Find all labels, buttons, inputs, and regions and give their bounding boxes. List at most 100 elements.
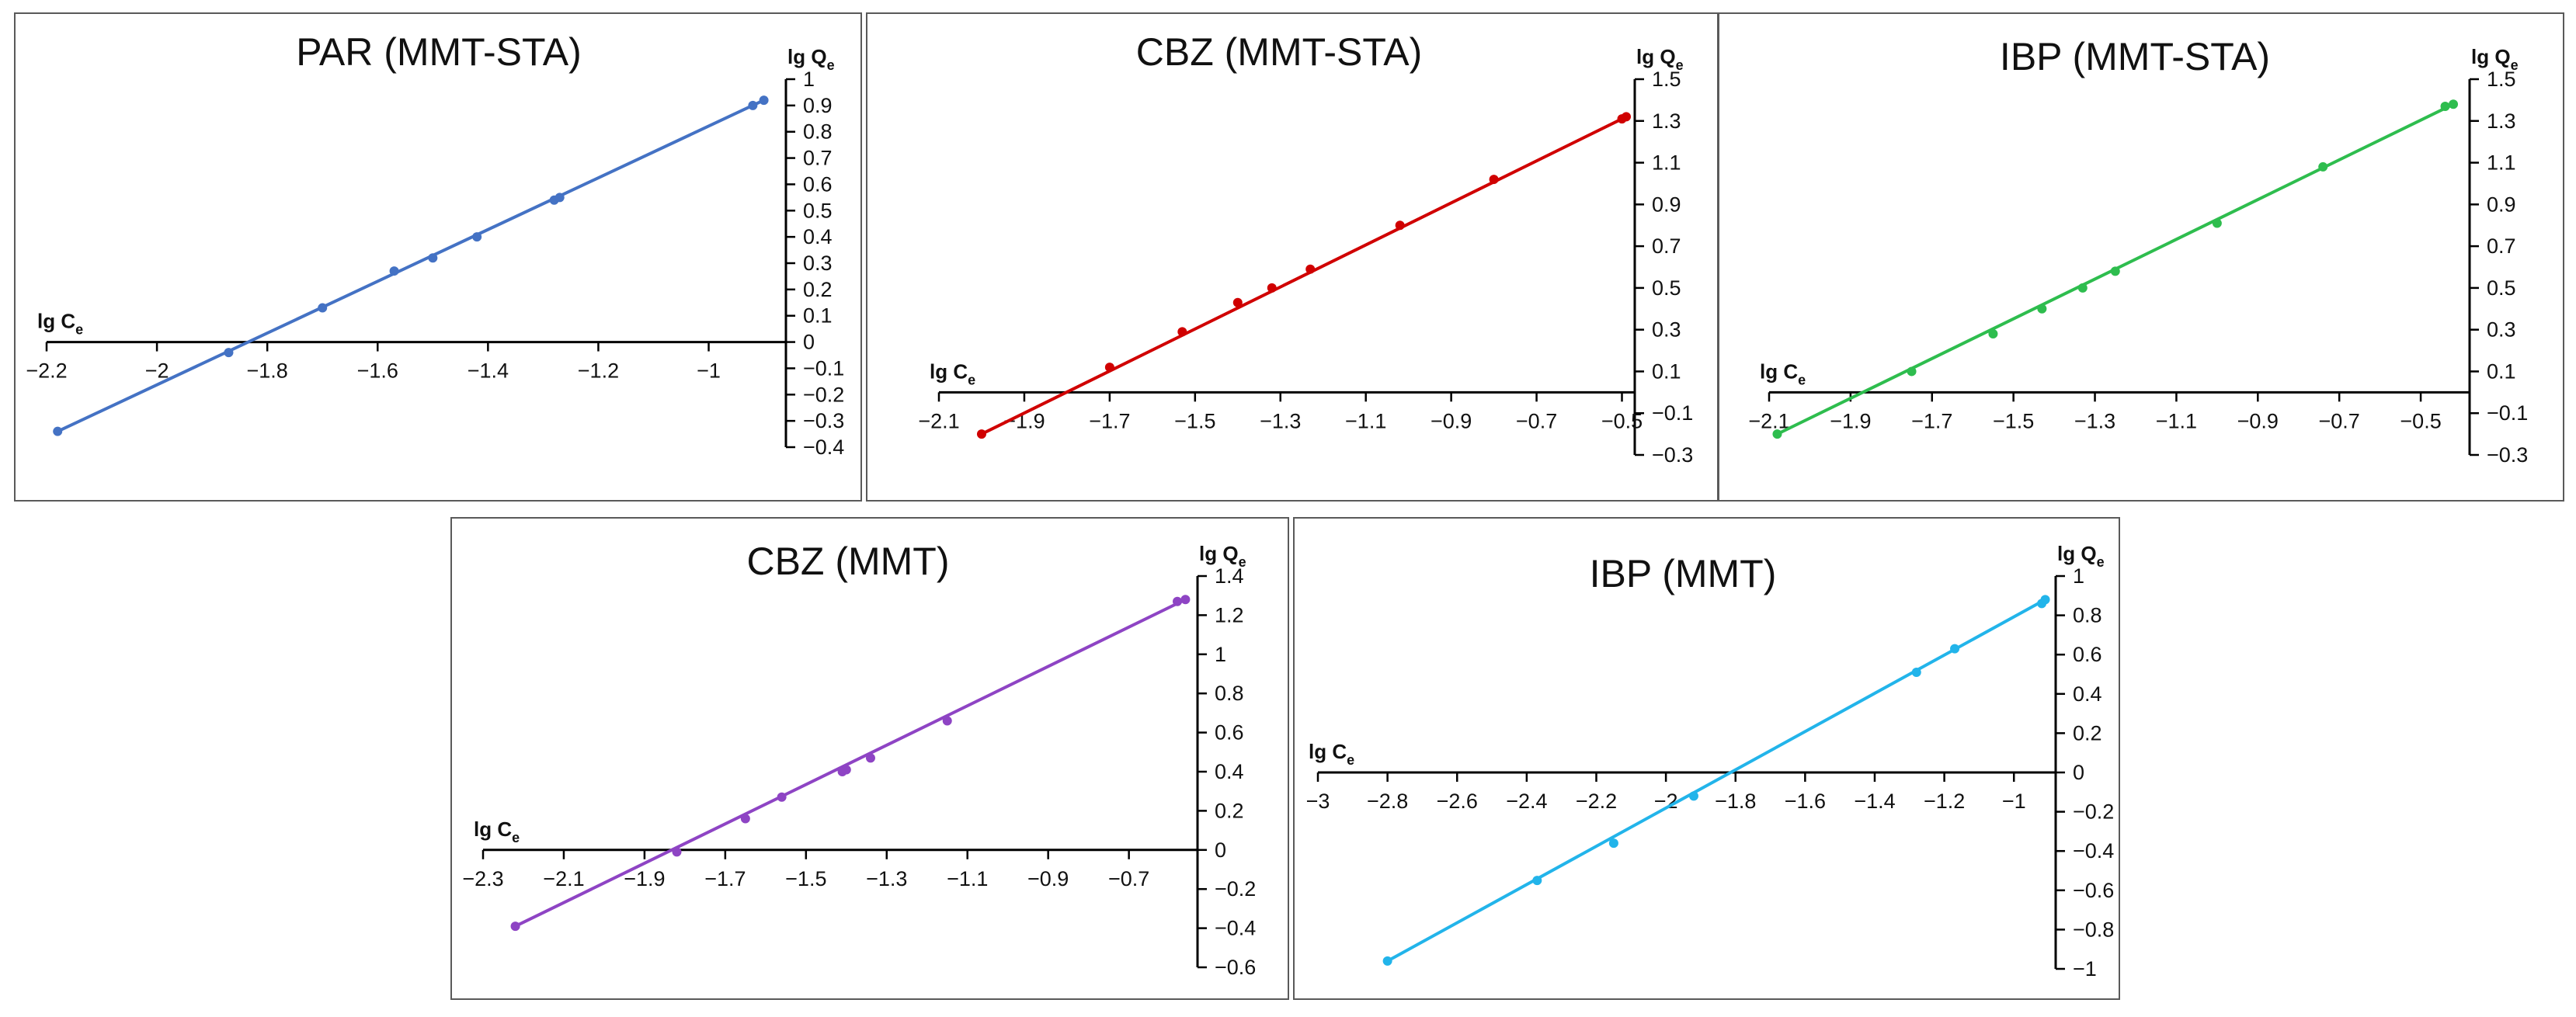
y-tick-label: −0.4 [2073, 839, 2114, 863]
y-tick-label: −0.2 [1215, 877, 1256, 901]
y-tick-label: 0.8 [1215, 682, 1244, 705]
y-tick-label: −1 [2073, 957, 2097, 981]
data-point [1907, 366, 1917, 377]
x-tick-label: −0.9 [2237, 409, 2279, 432]
x-tick-label: −1.8 [247, 359, 288, 383]
x-tick-label: −1 [697, 359, 721, 383]
y-axis-label-subscript: e [1239, 554, 1246, 570]
data-point [1104, 363, 1114, 373]
y-tick-label: 0.4 [1215, 760, 1244, 783]
y-tick-label: 1.3 [2487, 109, 2516, 133]
data-point [1395, 220, 1405, 231]
y-tick-label: 0.8 [2073, 604, 2102, 627]
x-tick-label: −1.2 [578, 359, 619, 383]
y-axis-label-subscript: e [2511, 57, 2519, 73]
x-tick-label: −2.2 [26, 359, 67, 383]
chart-panel-ibp-mmt-sta: IBP (MMT-STA) −2.1 −1.9 −1.7 −1.5 −1.3 −1.1 −0.… [1718, 12, 2564, 502]
y-tick-label: 1.1 [2487, 151, 2516, 175]
x-tick-label: −1.7 [1089, 409, 1130, 432]
data-point [428, 253, 438, 263]
data-point [2318, 161, 2328, 172]
x-tick-label: −1.1 [2156, 409, 2197, 432]
y-tick-label: 1.3 [1652, 109, 1681, 133]
data-point [2040, 595, 2050, 605]
y-axis-label-subscript: e [1676, 57, 1684, 73]
x-tick-label: −0.7 [2319, 409, 2360, 432]
data-point [1177, 327, 1187, 337]
y-tick-label: 1 [803, 68, 815, 91]
y-tick-label: 0.6 [803, 172, 833, 196]
data-point [510, 922, 520, 932]
y-tick-label: 0.7 [803, 147, 833, 170]
y-tick-label: 0.4 [2073, 682, 2102, 706]
y-tick-label: −0.6 [2073, 879, 2114, 902]
x-axis-label-subscript: e [1798, 372, 1806, 387]
data-point [2037, 304, 2047, 314]
data-point [2449, 99, 2459, 109]
y-tick-label: 0.5 [2487, 276, 2516, 300]
data-point [1232, 297, 1243, 307]
y-tick-label: −0.1 [2487, 401, 2528, 425]
y-tick-label: 0 [2073, 761, 2084, 784]
data-point [759, 95, 769, 106]
data-point [1489, 175, 1499, 185]
y-tick-label: 0.2 [1215, 799, 1244, 822]
x-tick-label: −1.3 [1260, 409, 1301, 432]
x-tick-label: −2 [145, 359, 169, 383]
y-tick-label: 0.6 [2073, 643, 2102, 666]
x-tick-label: −2.1 [1748, 409, 1789, 432]
data-point [1305, 264, 1316, 274]
y-tick-label: 0.9 [1652, 193, 1681, 216]
chart-svg: CBZ (MMT-STA)−2.1 −1.9 −1.7 −1.5 −1.3 −1.1 −0.… [918, 30, 1693, 467]
x-tick-label: −0.5 [2400, 409, 2441, 432]
y-tick-label: 0 [1215, 838, 1226, 862]
y-tick-label: 1.1 [1652, 151, 1681, 175]
chart-title: PAR (MMT-STA) [296, 30, 582, 74]
y-tick-label: −0.3 [803, 409, 844, 432]
chart-title: IBP (MMT-STA) [2000, 35, 2270, 78]
x-tick-label: −3 [1306, 790, 1330, 813]
y-axis-label-subscript: e [2097, 554, 2105, 570]
y-tick-label: 1.5 [2487, 68, 2516, 91]
x-axis-label: lg Ce [930, 359, 975, 387]
y-tick-label: −0.2 [2073, 800, 2114, 824]
chart-title: CBZ (MMT) [746, 540, 949, 583]
x-tick-label: −0.7 [1108, 867, 1149, 890]
data-point [2077, 283, 2088, 293]
x-tick-label: −1.2 [1924, 790, 1965, 813]
y-tick-label: −0.4 [803, 436, 844, 459]
chart-svg: PAR (MMT-STA) −2.2 −2 −1.8 −1.6 −1.4 −1.2 −1 1 0.… [26, 30, 844, 459]
x-tick-label: −1.7 [1911, 409, 1952, 432]
x-tick-label: −1.5 [785, 867, 826, 890]
y-tick-label: 1 [2073, 564, 2084, 588]
data-point [748, 100, 758, 110]
x-tick-label: −1.3 [866, 867, 907, 890]
x-tick-label: −2.1 [918, 409, 959, 432]
x-axis-label-subscript: e [75, 322, 83, 338]
y-tick-label: 0.8 [803, 120, 833, 144]
x-tick-label: −0.7 [1516, 409, 1557, 432]
chart-svg: IBP (MMT-STA) −2.1 −1.9 −1.7 −1.5 −1.3 −1.1 −0.… [1748, 35, 2528, 467]
data-point [554, 193, 565, 203]
data-point [318, 303, 328, 313]
y-tick-label: 0.5 [1652, 276, 1681, 300]
x-tick-label: −1 [2002, 790, 2026, 813]
data-point [1608, 838, 1618, 849]
chart-panel-ibp-mmt: IBP (MMT) −3 −2.8 −2.6 −2.4 −2.2 −2 −1.8 −1.6 −1.… [1293, 517, 2120, 1000]
y-tick-label: −0.6 [1215, 956, 1256, 979]
y-tick-label: 0.4 [803, 225, 833, 248]
x-tick-label: −1.4 [1854, 790, 1895, 813]
chart-title: CBZ (MMT-STA) [1136, 30, 1422, 74]
trendline [57, 99, 765, 433]
x-tick-label: −1.3 [2074, 409, 2115, 432]
y-tick-label: −0.1 [803, 356, 844, 380]
x-tick-label: −2.4 [1506, 790, 1547, 813]
x-tick-label: −1.6 [1785, 790, 1826, 813]
data-point [1180, 595, 1191, 605]
chart-svg: CBZ (MMT)−2.3 −2.1 −1.9 −1.7 −1.5 −1.3 −1.1 −0.… [462, 540, 1256, 979]
data-point [1622, 112, 1632, 122]
x-tick-label: −2.2 [1576, 790, 1617, 813]
x-tick-label: −2.3 [462, 867, 503, 890]
x-tick-label: −1.1 [947, 867, 988, 890]
x-axis-label-subscript: e [512, 830, 520, 845]
